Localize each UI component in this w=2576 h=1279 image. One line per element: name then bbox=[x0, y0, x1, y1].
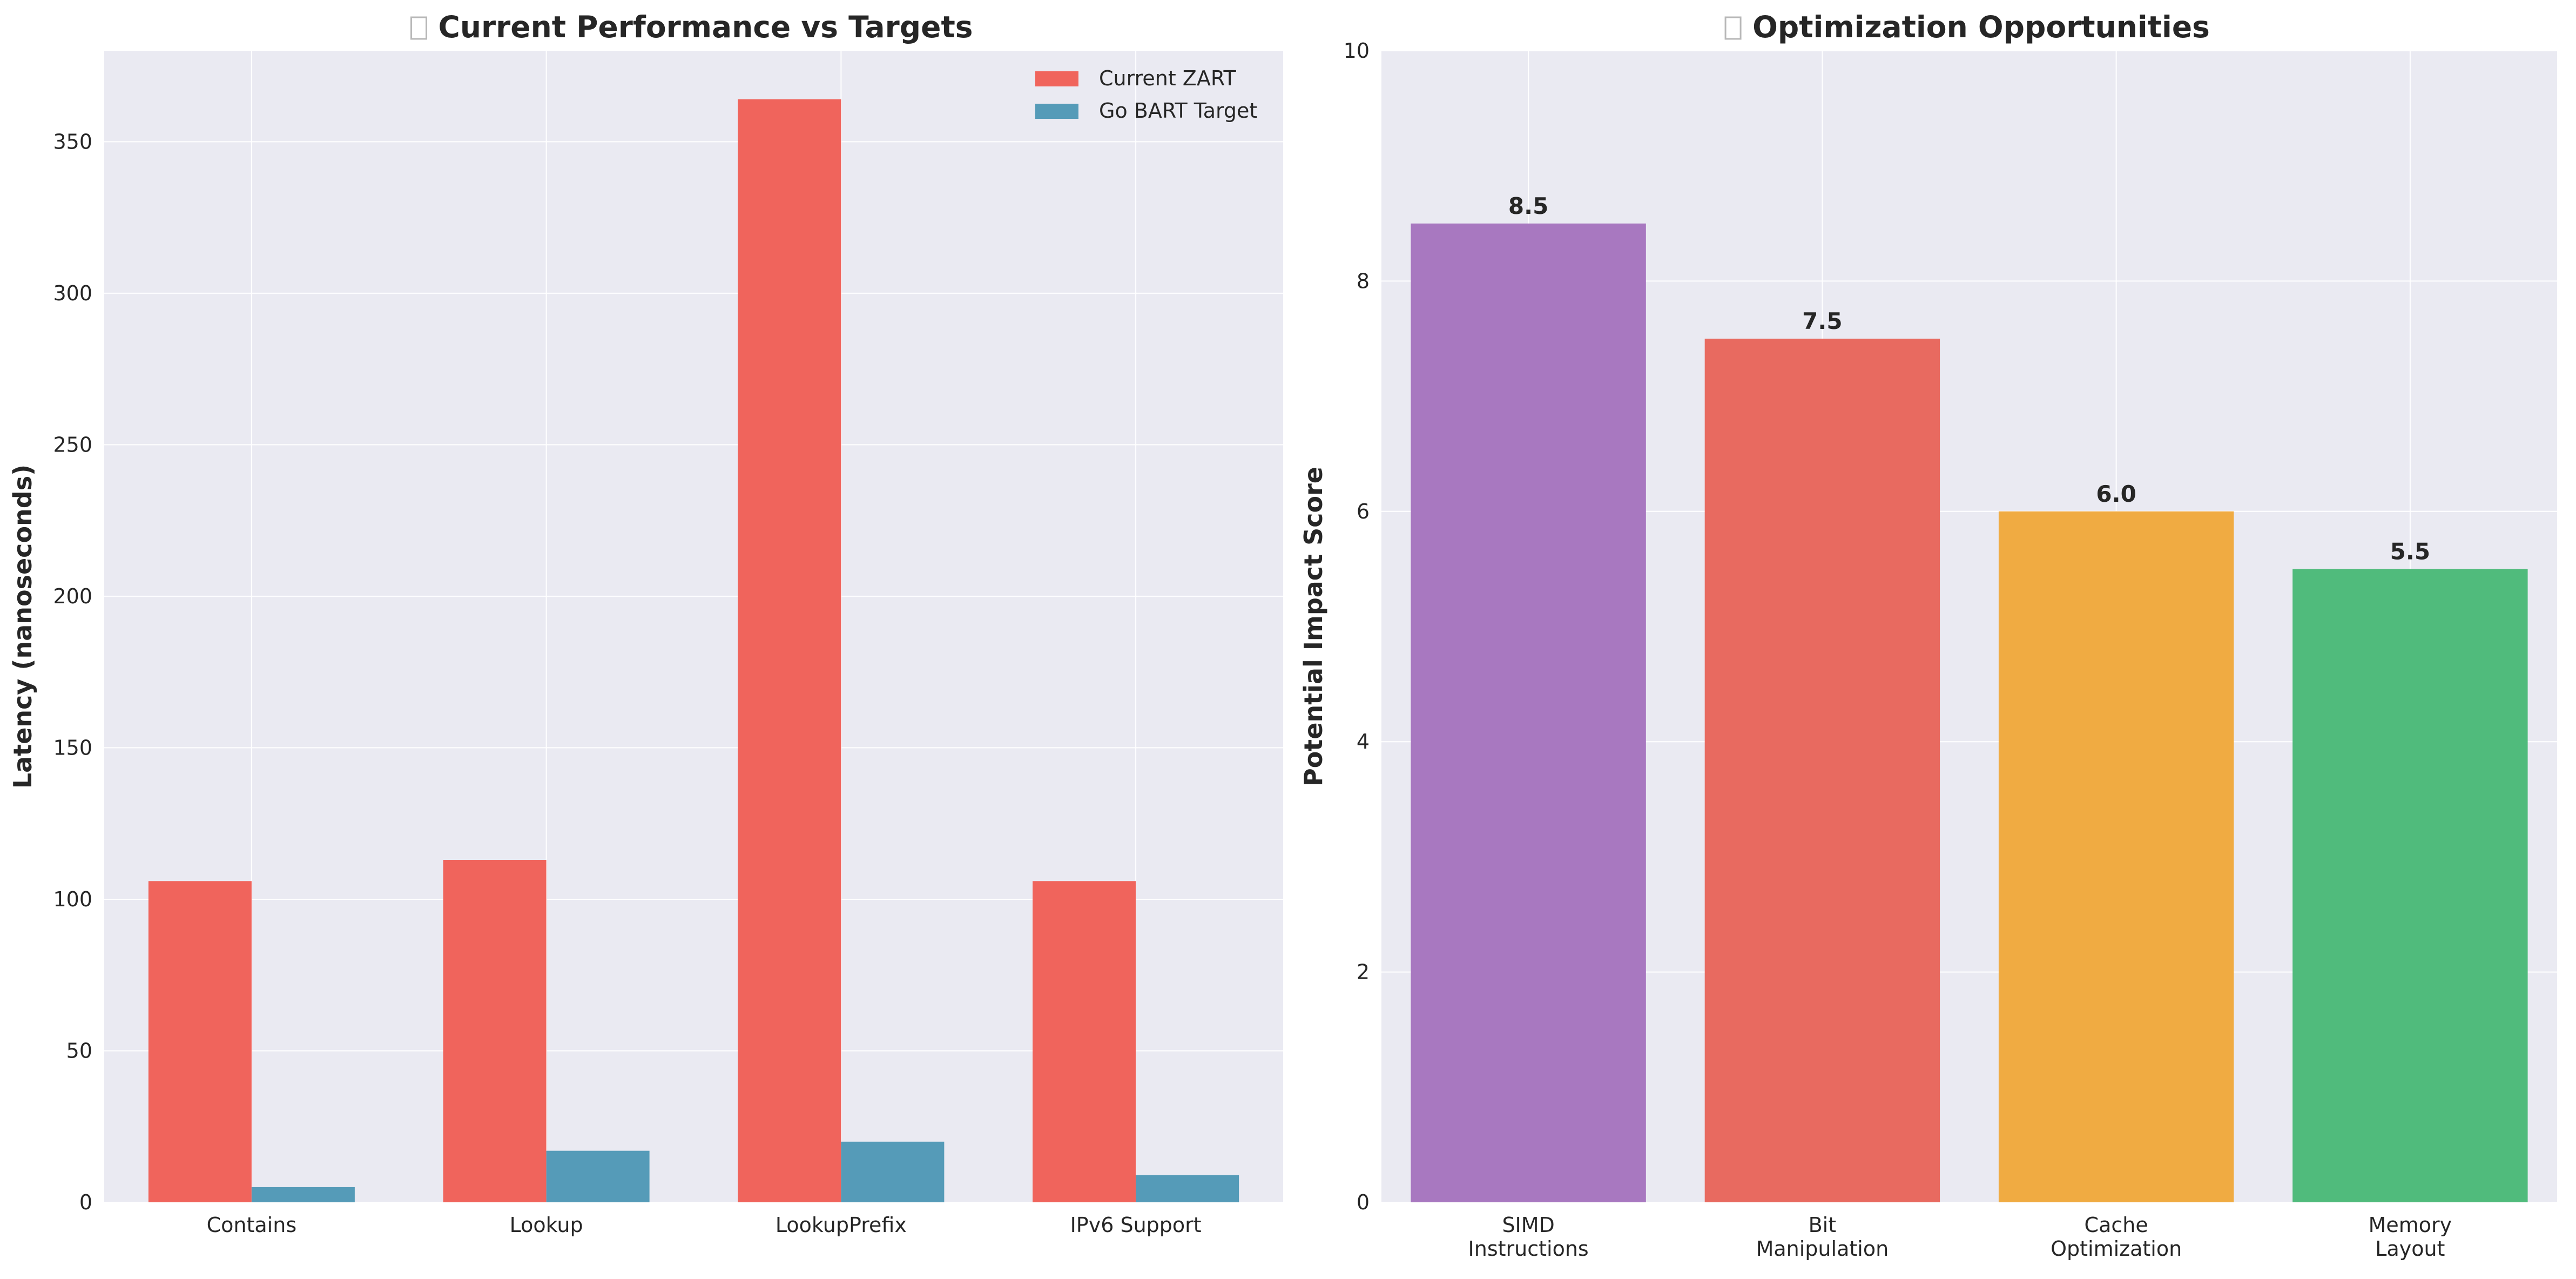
y-tick-label: 150 bbox=[53, 736, 92, 759]
y-tick-label: 2 bbox=[1357, 960, 1370, 984]
y-tick-label: 100 bbox=[53, 887, 92, 911]
bar-current-zart-1 bbox=[148, 881, 252, 1202]
y-tick-label: 250 bbox=[53, 433, 92, 456]
legend: Current ZART Go BART Target bbox=[1035, 66, 1257, 123]
legend-swatch bbox=[1035, 104, 1078, 119]
data-label: 7.5 bbox=[1802, 308, 1842, 334]
y-axis-title: Latency (nanoseconds) bbox=[8, 465, 37, 789]
y-tick-label: 10 bbox=[1344, 39, 1370, 63]
legend-label: Current ZART bbox=[1099, 66, 1236, 90]
bar-3 bbox=[1998, 511, 2234, 1202]
y-tick-label: 50 bbox=[66, 1039, 92, 1062]
bar-go-bart-target-1 bbox=[251, 1187, 355, 1202]
bar-go-bart-target-2 bbox=[546, 1150, 650, 1202]
y-tick-label: 8 bbox=[1357, 269, 1370, 293]
y-tick-label: 300 bbox=[53, 281, 92, 305]
legend-swatch bbox=[1035, 71, 1078, 86]
x-tick-label: Bit Manipulation bbox=[1756, 1213, 1889, 1261]
bar-4 bbox=[2292, 569, 2528, 1202]
chart-title: Current Performance vs Targets bbox=[439, 10, 973, 44]
y-tick-label: 200 bbox=[53, 584, 92, 608]
y-tick-label: 6 bbox=[1357, 500, 1370, 523]
bar-1 bbox=[1411, 223, 1646, 1202]
x-tick-label: LookupPrefix bbox=[776, 1213, 907, 1237]
bar-go-bart-target-4 bbox=[1136, 1175, 1239, 1202]
chart-title-group: Current Performance vs Targets bbox=[410, 10, 973, 44]
chart-title: Optimization Opportunities bbox=[1752, 10, 2210, 44]
x-tick-label: Cache Optimization bbox=[2051, 1213, 2182, 1261]
chart-1: 0 50 100 150 200 250 300 350 Contains Lookup Looku… bbox=[8, 10, 1283, 1237]
y-tick-label: 0 bbox=[79, 1190, 92, 1214]
bar-current-zart-3 bbox=[738, 99, 841, 1202]
bar-go-bart-target-3 bbox=[841, 1141, 945, 1202]
y-tick-label: 0 bbox=[1357, 1190, 1370, 1214]
data-label: 5.5 bbox=[2390, 538, 2430, 564]
x-tick-label: Contains bbox=[207, 1213, 297, 1237]
chart-title-group: Optimization Opportunities bbox=[1724, 10, 2210, 44]
legend-label: Go BART Target bbox=[1099, 99, 1257, 123]
bar-current-zart-2 bbox=[443, 860, 547, 1202]
data-label: 8.5 bbox=[1508, 193, 1548, 219]
bar-2 bbox=[1704, 339, 1940, 1202]
y-tick-label: 4 bbox=[1357, 730, 1370, 753]
x-tick-label: Memory Layout bbox=[2369, 1213, 2452, 1261]
x-tick-label: SIMD Instructions bbox=[1468, 1213, 1589, 1261]
x-tick-label: IPv6 Support bbox=[1070, 1213, 1202, 1237]
bar-current-zart-4 bbox=[1033, 881, 1136, 1202]
missing-glyph-icon bbox=[410, 16, 428, 40]
y-tick-label: 350 bbox=[53, 130, 92, 153]
x-tick-label: Lookup bbox=[510, 1213, 583, 1237]
missing-glyph-icon bbox=[1724, 16, 1742, 40]
y-axis-title: Potential Impact Score bbox=[1299, 467, 1328, 786]
data-label: 6.0 bbox=[2096, 481, 2136, 507]
chart-2: 0 2 4 6 8 10 8.5 7.5 6.0 5.5 SIMD Instructions Bit Ma… bbox=[1299, 10, 2557, 1261]
